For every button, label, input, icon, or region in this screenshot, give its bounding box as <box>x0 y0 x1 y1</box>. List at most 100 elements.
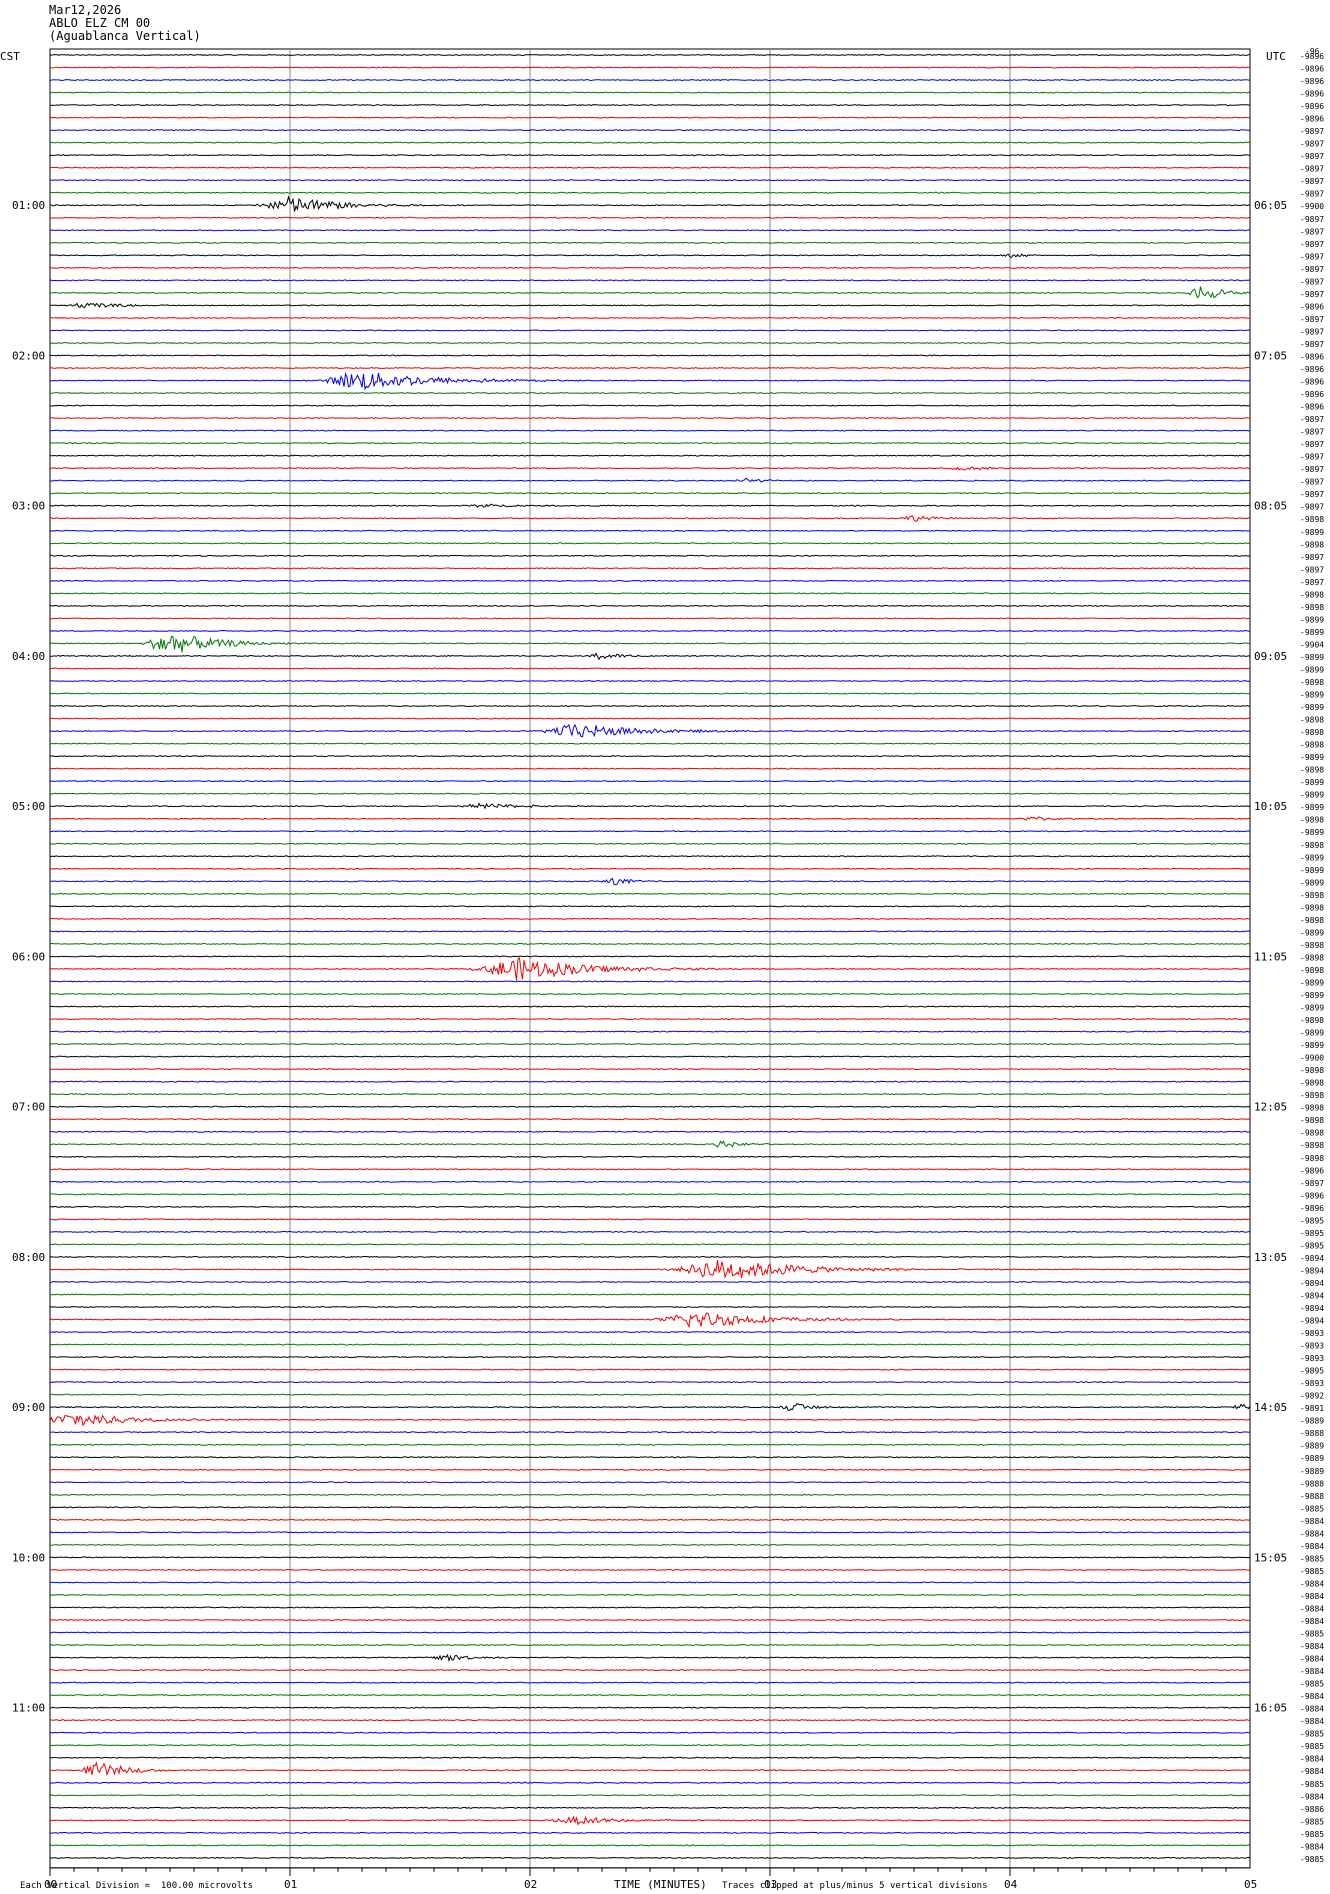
seismic-trace <box>49 1403 1251 1412</box>
right-offset-label: -9897 <box>1300 503 1324 512</box>
seismic-trace <box>49 1243 1251 1246</box>
right-time-label: 10:05 <box>1254 800 1287 813</box>
seismic-trace <box>49 1140 1251 1148</box>
seismic-trace <box>49 286 1251 299</box>
right-offset-label: -9897 <box>1300 327 1324 336</box>
seismic-trace <box>49 1531 1251 1534</box>
right-offset-label: -9899 <box>1300 528 1324 537</box>
seismic-trace <box>49 1543 1250 1546</box>
seismic-trace <box>49 492 1251 495</box>
seismic-trace <box>50 141 1251 144</box>
right-offset-label: -9889 <box>1300 1467 1324 1476</box>
right-offset-label: -9898 <box>1300 966 1324 975</box>
seismic-trace <box>49 1618 1251 1622</box>
seismic-trace <box>49 195 1251 212</box>
right-offset-label: -9884 <box>1300 1667 1324 1676</box>
seismic-trace <box>49 1368 1251 1371</box>
seismic-trace <box>49 166 1251 169</box>
right-offset-label: -9895 <box>1300 1216 1324 1225</box>
right-offset-label: -9885 <box>1300 1817 1324 1826</box>
x-tick-label: 01 <box>284 1878 297 1891</box>
right-offset-label: -9888 <box>1300 1479 1324 1488</box>
right-offset-label: -9894 <box>1300 1279 1324 1288</box>
seismic-trace <box>49 477 1251 483</box>
seismic-trace <box>49 1781 1251 1784</box>
seismic-trace <box>50 742 1251 745</box>
seismic-trace <box>49 454 1251 457</box>
seismic-trace <box>49 1631 1251 1634</box>
seismic-trace <box>49 429 1251 432</box>
x-axis-title: TIME (MINUTES) <box>614 1878 707 1891</box>
seismic-trace <box>49 567 1251 570</box>
right-offset-label: -9898 <box>1300 816 1324 825</box>
seismic-trace <box>49 1431 1251 1434</box>
seismic-trace <box>49 592 1251 595</box>
right-offset-label: -9900 <box>1300 1054 1324 1063</box>
right-offset-label: -9884 <box>1300 1755 1324 1764</box>
right-offset-label: -9898 <box>1300 1141 1324 1150</box>
seismic-trace <box>49 1312 1251 1329</box>
right-offset-label: -9894 <box>1300 1317 1324 1326</box>
right-offset-label: -9896 <box>1300 352 1324 361</box>
clip-note: Traces clipped at plus/minus 5 vertical … <box>722 1881 988 1891</box>
right-offset-label: -9896 <box>1300 65 1324 74</box>
right-offset-label: -9884 <box>1300 1767 1324 1776</box>
right-time-label: 16:05 <box>1254 1702 1287 1715</box>
right-offset-label: -9897 <box>1300 478 1324 487</box>
left-time-labels: 01:00 02:00 03:00 04:00 05:00 06:00 07:00 08:00… <box>12 199 45 1714</box>
right-offset-label: -9889 <box>1300 1454 1324 1463</box>
seismic-trace <box>49 980 1251 983</box>
seismic-trace <box>49 253 1251 258</box>
seismic-trace <box>49 635 1251 653</box>
seismic-trace <box>49 1761 1251 1777</box>
right-time-label: 14:05 <box>1254 1401 1287 1414</box>
right-offset-label: -9884 <box>1300 1617 1324 1626</box>
right-offset-label: -9896 <box>1300 102 1324 111</box>
right-offset-label: -9884 <box>1300 1705 1324 1714</box>
seismic-trace <box>49 917 1251 920</box>
right-offset-label: -9899 <box>1300 753 1324 762</box>
right-offset-label: -9885 <box>1300 1730 1324 1739</box>
right-offset-label: -9885 <box>1300 1780 1324 1789</box>
seismic-trace <box>49 316 1251 319</box>
seismic-trace <box>49 942 1251 945</box>
seismic-trace <box>49 79 1251 82</box>
left-time-label: 09:00 <box>12 1401 45 1414</box>
right-offset-label: -9898 <box>1300 1091 1324 1100</box>
seismic-trace <box>49 1068 1251 1071</box>
right-offset-label: -9897 <box>1300 340 1324 349</box>
right-offset-label: -9899 <box>1300 691 1324 700</box>
right-offset-label: -9898 <box>1300 540 1324 549</box>
right-time-label: 15:05 <box>1254 1551 1287 1564</box>
right-offset-label: -9897 <box>1300 565 1324 574</box>
right-time-label: 12:05 <box>1254 1101 1287 1114</box>
right-offset-label: -9898 <box>1300 1079 1324 1088</box>
right-offset-label: -9894 <box>1300 1304 1324 1313</box>
right-offset-label: -9898 <box>1300 1066 1324 1075</box>
right-offset-label: -9897 <box>1300 127 1324 136</box>
right-offset-label: -9899 <box>1300 653 1324 662</box>
right-offset-label: -9898 <box>1300 891 1324 900</box>
seismic-trace <box>49 816 1251 822</box>
right-offset-label: -9885 <box>1300 1504 1324 1513</box>
right-offset-label: -9898 <box>1300 728 1324 737</box>
seismic-trace <box>49 1844 1251 1847</box>
seismic-trace <box>50 1581 1251 1584</box>
seismic-trace <box>49 905 1251 908</box>
right-offset-label: -9898 <box>1300 603 1324 612</box>
right-offset-label: -9898 <box>1300 903 1324 912</box>
seismic-trace <box>49 529 1251 532</box>
right-offset-label: -9899 <box>1300 866 1324 875</box>
seismic-trace <box>49 1305 1251 1309</box>
seismic-trace <box>49 717 1251 720</box>
seismic-trace <box>49 780 1251 783</box>
right-offset-label: -9884 <box>1300 1579 1324 1588</box>
right-offset-label: -9897 <box>1300 152 1324 161</box>
left-time-label: 11:00 <box>12 1702 45 1715</box>
seismic-trace <box>49 1356 1251 1359</box>
right-time-label: 13:05 <box>1254 1251 1287 1264</box>
right-offset-label: -9894 <box>1300 1291 1324 1300</box>
right-time-labels: 06:05 07:05 08:05 09:05 10:05 11:05 12:05 13:05… <box>1254 199 1287 1714</box>
right-offset-label: -9899 <box>1300 1041 1324 1050</box>
seismic-trace <box>49 1293 1251 1296</box>
